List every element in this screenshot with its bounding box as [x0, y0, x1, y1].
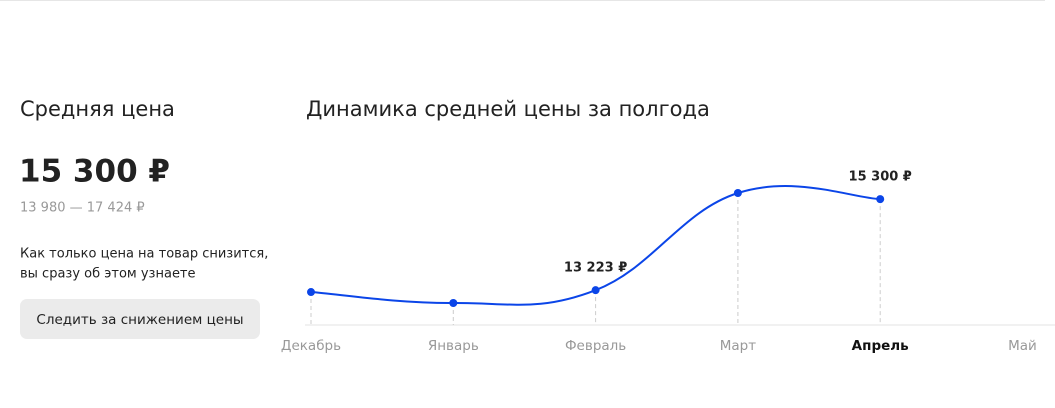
point: [876, 195, 885, 204]
chart-title: Динамика средней цены за полгода: [306, 97, 710, 121]
note: Как только цена на товар снизится,: [20, 247, 268, 262]
track-button[interactable]: Следить за снижением цены: [20, 299, 260, 339]
x-tick-label: Декабрь: [281, 338, 341, 354]
value-label: 15 300 ₽: [849, 170, 912, 185]
price-range: 13 980 — 17 424 ₽: [20, 201, 145, 216]
button-bg[interactable]: [20, 299, 260, 339]
point: [307, 288, 315, 297]
value-label: 13 223 ₽: [564, 261, 627, 276]
button-label[interactable]: Следить за снижением цены: [36, 312, 243, 328]
panel-title: Средняя цена: [20, 97, 175, 121]
point: [449, 299, 458, 307]
x-tick-label: Январь: [428, 338, 479, 354]
x-tick-label: Февраль: [565, 338, 626, 354]
point: [591, 286, 600, 295]
point: [733, 189, 742, 197]
x-tick-label: Апрель: [852, 338, 909, 354]
note: вы сразу об этом узнаете: [20, 267, 196, 282]
average-price: 15 300 ₽: [19, 154, 170, 190]
x-tick-label: Март: [720, 338, 756, 354]
x-tick-label: Май: [1008, 338, 1037, 354]
